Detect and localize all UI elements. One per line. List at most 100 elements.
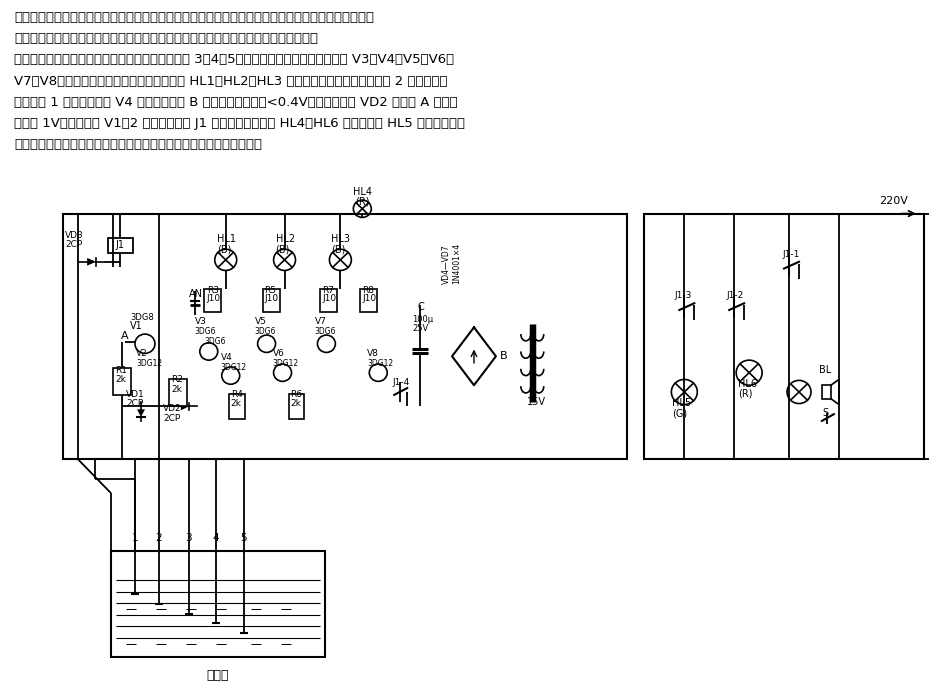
Text: 1: 1 — [132, 533, 139, 543]
Polygon shape — [137, 409, 145, 417]
Text: R6: R6 — [290, 390, 302, 399]
Bar — [288, 394, 304, 419]
Text: AN: AN — [189, 289, 203, 300]
Text: V5: V5 — [255, 317, 267, 326]
Text: 15V: 15V — [526, 396, 546, 407]
Bar — [229, 394, 245, 419]
Text: VD1: VD1 — [126, 390, 145, 399]
Text: 2k: 2k — [231, 400, 242, 409]
Text: HL3: HL3 — [331, 234, 351, 244]
Circle shape — [273, 364, 291, 381]
Text: J1-3: J1-3 — [674, 291, 692, 300]
Text: VD3: VD3 — [65, 231, 84, 240]
Circle shape — [787, 381, 811, 404]
Text: 算制在 1V，故复合管 V1、2 截止，继电器 J1 不动作，两只红灯 HL4、HL6 不亮，绿灯 HL5 点亮，告诉操: 算制在 1V，故复合管 V1、2 截止，继电器 J1 不动作，两只红灯 HL4、… — [14, 117, 465, 130]
Text: (B): (B) — [331, 244, 346, 254]
Text: R1: R1 — [115, 366, 127, 375]
Text: B: B — [500, 351, 508, 362]
Circle shape — [200, 343, 218, 360]
Text: 2CP: 2CP — [163, 414, 180, 423]
Polygon shape — [180, 402, 189, 410]
Text: (B): (B) — [275, 244, 290, 254]
Bar — [360, 289, 378, 312]
Text: (R): (R) — [355, 196, 369, 206]
Text: 3DG12: 3DG12 — [367, 359, 393, 368]
Text: J10: J10 — [265, 294, 279, 303]
Text: 井底部: 井底部 — [206, 669, 229, 681]
Circle shape — [369, 364, 387, 381]
Text: R4: R4 — [231, 390, 243, 399]
Bar — [262, 289, 280, 312]
Text: V4: V4 — [220, 353, 232, 362]
Polygon shape — [87, 258, 96, 266]
Text: 电路示于图　　　　　　当水位依次溢过电极 3、4、5时，由于水的导电作用，复合管 V3－V4、V5－V6、: 电路示于图 当水位依次溢过电极 3、4、5时，由于水的导电作用，复合管 V3－V… — [14, 54, 455, 67]
Text: 作人员，机井水位尚有一定高度，其具体高度可由三只白灯作出指示。: 作人员，机井水位尚有一定高度，其具体高度可由三只白灯作出指示。 — [14, 138, 262, 151]
Text: V2: V2 — [136, 349, 148, 358]
Bar — [321, 289, 338, 312]
Text: V7－V8将依次导通，显示水位的三盏白色灯 HL1、HL2、HL3 也依次被点亮。此时虽然电极 2 也通过水电: V7－V8将依次导通，显示水位的三盏白色灯 HL1、HL2、HL3 也依次被点亮… — [14, 75, 448, 88]
Text: V7: V7 — [314, 317, 326, 326]
Circle shape — [221, 367, 240, 384]
Text: S: S — [822, 408, 828, 418]
Bar — [169, 379, 187, 407]
Text: J1-1: J1-1 — [782, 250, 800, 259]
Text: (B): (B) — [217, 244, 232, 254]
Text: 3DG12: 3DG12 — [136, 359, 162, 368]
Bar — [63, 214, 627, 460]
Text: 3DG12: 3DG12 — [220, 363, 246, 372]
Text: R7: R7 — [323, 285, 335, 295]
Text: VD4—VD7: VD4—VD7 — [442, 244, 451, 284]
Text: J10: J10 — [363, 294, 377, 303]
Text: 220V: 220V — [879, 196, 908, 206]
Text: A: A — [121, 331, 128, 341]
Text: HL2: HL2 — [275, 234, 295, 244]
Text: 3DG12: 3DG12 — [272, 359, 299, 368]
Text: 100μ: 100μ — [412, 315, 433, 323]
Text: J1-2: J1-2 — [726, 291, 743, 300]
Text: V1: V1 — [130, 321, 142, 331]
Text: 3DG8: 3DG8 — [130, 313, 153, 321]
Text: 4: 4 — [212, 533, 219, 543]
Text: R2: R2 — [171, 375, 183, 384]
Bar — [204, 289, 220, 312]
Text: 5: 5 — [240, 533, 247, 543]
Circle shape — [317, 335, 336, 353]
Text: R3: R3 — [206, 285, 219, 295]
Text: VD2: VD2 — [163, 405, 181, 413]
Text: 阵与电极 1 相通，但由于 V4 导通其集电极 B 点输出为低电平（<0.4V），使二极管 VD2 导通将 A 点电位: 阵与电极 1 相通，但由于 V4 导通其集电极 B 点输出为低电平（<0.4V）… — [14, 96, 458, 109]
Text: J1-4: J1-4 — [392, 378, 409, 387]
Text: 2CP: 2CP — [65, 240, 83, 249]
Text: C: C — [418, 302, 424, 312]
Text: 3DG6: 3DG6 — [255, 327, 276, 336]
Text: (R): (R) — [738, 389, 752, 399]
Text: 1N4001×4: 1N4001×4 — [452, 243, 461, 284]
Text: R8: R8 — [363, 285, 374, 295]
Text: 3DG6: 3DG6 — [194, 327, 217, 336]
Text: HL1: HL1 — [217, 234, 235, 244]
Bar — [108, 238, 133, 253]
Circle shape — [273, 249, 296, 270]
Text: (G): (G) — [672, 408, 687, 418]
Text: 2k: 2k — [171, 385, 181, 394]
Circle shape — [329, 249, 352, 270]
Text: 现自动报警以防水泵抽空，是比较困难的。本文介绍的水位报警电路能实现上述功能。: 现自动报警以防水泵抽空，是比较困难的。本文介绍的水位报警电路能实现上述功能。 — [14, 32, 318, 45]
Text: HL5: HL5 — [672, 398, 692, 409]
Circle shape — [258, 335, 275, 353]
Text: V3: V3 — [194, 317, 206, 326]
Circle shape — [671, 379, 698, 405]
Text: HL4: HL4 — [352, 187, 372, 197]
Bar — [822, 385, 830, 398]
Bar — [644, 214, 923, 460]
Circle shape — [215, 249, 236, 270]
Circle shape — [353, 200, 371, 217]
Text: 3DG6: 3DG6 — [205, 336, 226, 346]
Text: BL: BL — [819, 365, 831, 375]
Circle shape — [737, 360, 762, 385]
Text: 2k: 2k — [290, 400, 301, 409]
Text: R5: R5 — [265, 285, 276, 295]
Bar — [113, 368, 131, 395]
Text: V6: V6 — [272, 349, 285, 358]
Text: 2CP: 2CP — [126, 400, 143, 409]
Text: J10: J10 — [323, 294, 337, 303]
Text: 水泵房沉沙井（即机井）一般都在水泵房外面，若用常规仪表对其水位进行测量、显示及对最低水位实: 水泵房沉沙井（即机井）一般都在水泵房外面，若用常规仪表对其水位进行测量、显示及对… — [14, 11, 375, 24]
